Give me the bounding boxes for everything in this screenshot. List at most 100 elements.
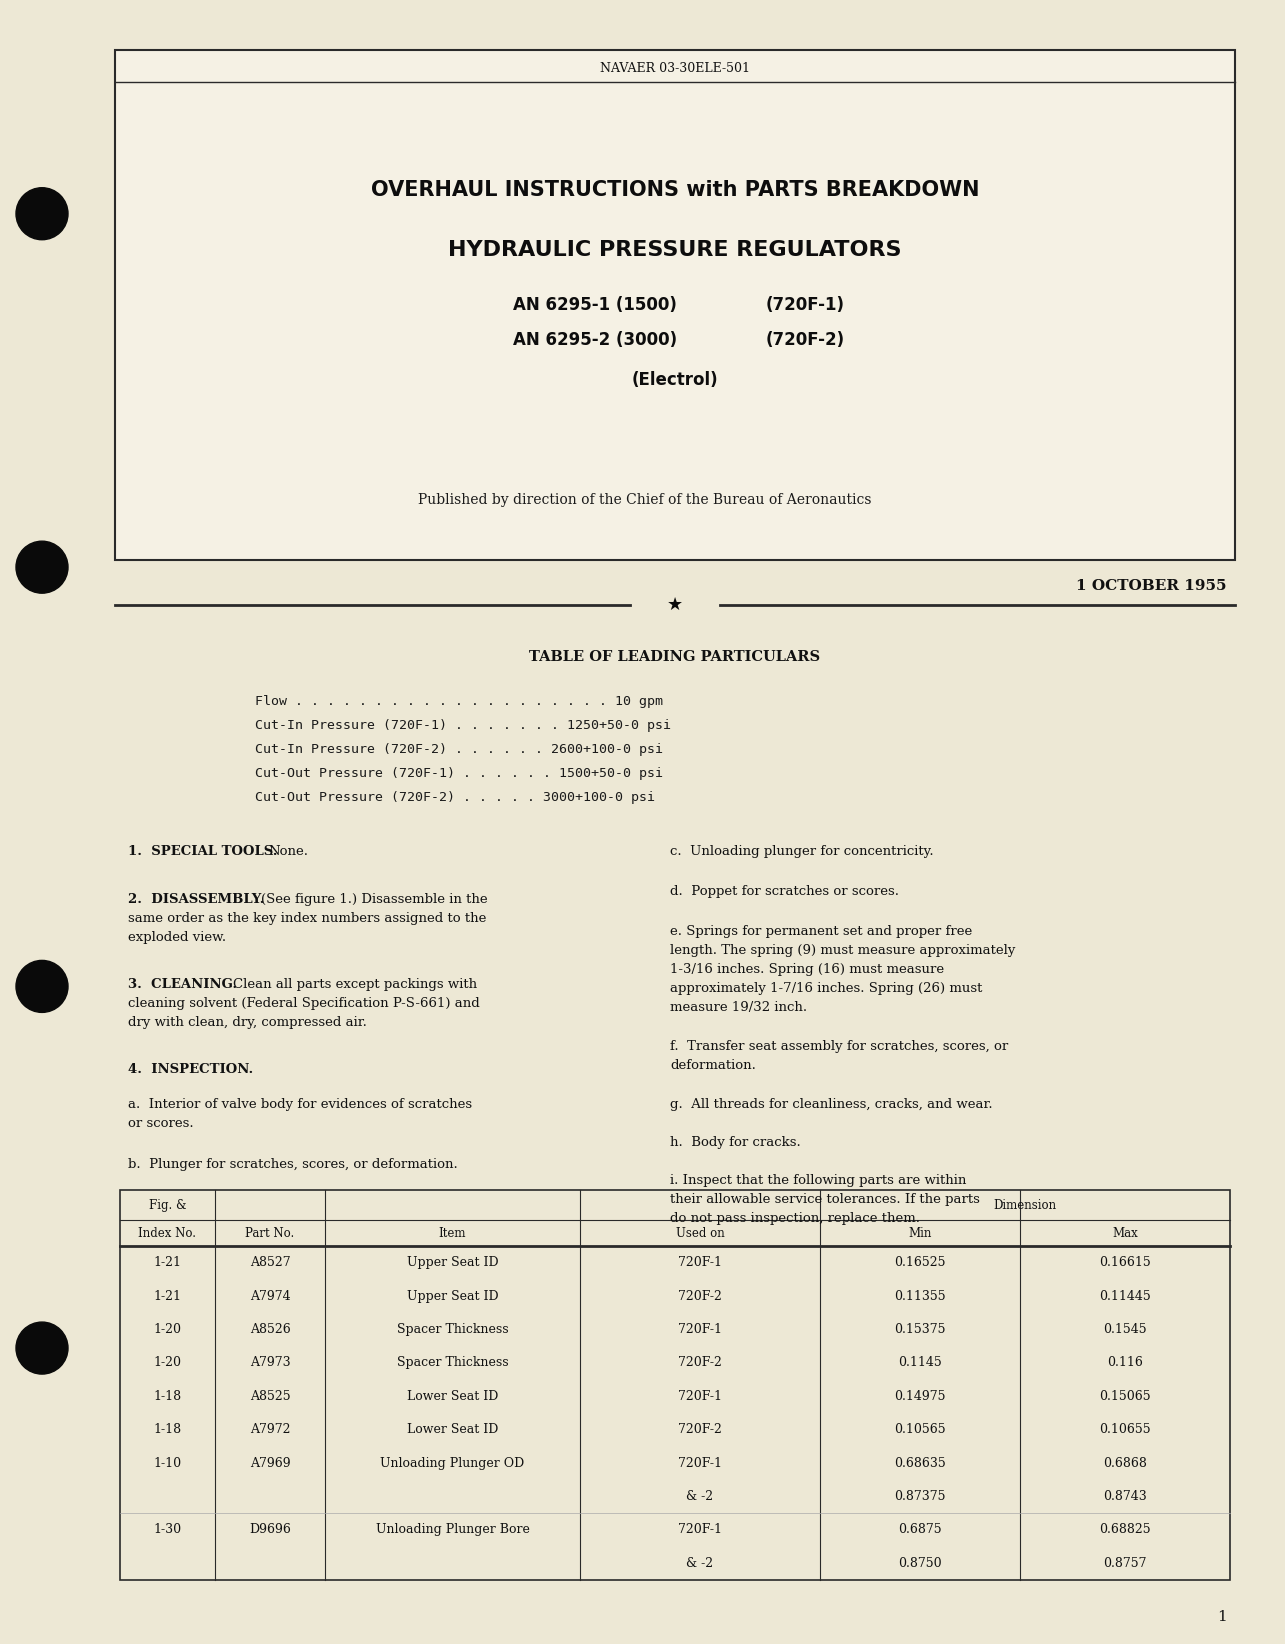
Text: ★: ★ bbox=[667, 597, 684, 613]
Bar bbox=[114, 49, 1235, 561]
Text: e. Springs for permanent set and proper free: e. Springs for permanent set and proper … bbox=[669, 926, 973, 939]
Text: A8526: A8526 bbox=[249, 1323, 290, 1337]
Text: HYDRAULIC PRESSURE REGULATORS: HYDRAULIC PRESSURE REGULATORS bbox=[448, 240, 902, 260]
Text: 720F-1: 720F-1 bbox=[678, 1256, 722, 1269]
Text: Cut-Out Pressure (720F-1) . . . . . . 1500+50-0 psi: Cut-Out Pressure (720F-1) . . . . . . 15… bbox=[254, 768, 663, 779]
Text: A8527: A8527 bbox=[249, 1256, 290, 1269]
Text: 4.  INSPECTION.: 4. INSPECTION. bbox=[128, 1064, 253, 1077]
Text: 1-20: 1-20 bbox=[153, 1356, 181, 1369]
Text: b.  Plunger for scratches, scores, or deformation.: b. Plunger for scratches, scores, or def… bbox=[128, 1157, 457, 1171]
Circle shape bbox=[15, 187, 68, 240]
Text: OVERHAUL INSTRUCTIONS with PARTS BREAKDOWN: OVERHAUL INSTRUCTIONS with PARTS BREAKDO… bbox=[371, 179, 979, 201]
Text: 0.8750: 0.8750 bbox=[898, 1557, 942, 1570]
Text: Upper Seat ID: Upper Seat ID bbox=[406, 1289, 499, 1302]
Text: 2.  DISASSEMBLY.: 2. DISASSEMBLY. bbox=[128, 893, 265, 906]
Text: dry with clean, dry, compressed air.: dry with clean, dry, compressed air. bbox=[128, 1016, 368, 1029]
Text: (720F-2): (720F-2) bbox=[766, 330, 844, 349]
Text: c.  Unloading plunger for concentricity.: c. Unloading plunger for concentricity. bbox=[669, 845, 934, 858]
Text: 3.  CLEANING.: 3. CLEANING. bbox=[128, 978, 238, 991]
Text: g.  All threads for cleanliness, cracks, and wear.: g. All threads for cleanliness, cracks, … bbox=[669, 1098, 992, 1111]
Text: 1-18: 1-18 bbox=[153, 1424, 181, 1437]
Text: 1 OCTOBER 1955: 1 OCTOBER 1955 bbox=[1077, 579, 1227, 593]
Text: Cut-In Pressure (720F-2) . . . . . . 2600+100-0 psi: Cut-In Pressure (720F-2) . . . . . . 260… bbox=[254, 743, 663, 756]
Text: 0.16525: 0.16525 bbox=[894, 1256, 946, 1269]
Text: 0.11445: 0.11445 bbox=[1099, 1289, 1151, 1302]
Text: A7969: A7969 bbox=[249, 1457, 290, 1470]
Text: Spacer Thickness: Spacer Thickness bbox=[397, 1323, 509, 1337]
Text: A8525: A8525 bbox=[249, 1389, 290, 1402]
Text: measure 19/32 inch.: measure 19/32 inch. bbox=[669, 1001, 807, 1014]
Text: Clean all parts except packings with: Clean all parts except packings with bbox=[233, 978, 477, 991]
Text: A7974: A7974 bbox=[249, 1289, 290, 1302]
Text: D9696: D9696 bbox=[249, 1524, 290, 1537]
Text: 0.11355: 0.11355 bbox=[894, 1289, 946, 1302]
Text: Dimension: Dimension bbox=[993, 1198, 1056, 1212]
Text: d.  Poppet for scratches or scores.: d. Poppet for scratches or scores. bbox=[669, 884, 900, 898]
Text: a.  Interior of valve body for evidences of scratches: a. Interior of valve body for evidences … bbox=[128, 1098, 472, 1111]
Text: 0.6868: 0.6868 bbox=[1103, 1457, 1148, 1470]
Text: NAVAER 03-30ELE-501: NAVAER 03-30ELE-501 bbox=[600, 61, 750, 74]
Text: 0.10565: 0.10565 bbox=[894, 1424, 946, 1437]
Text: 0.8743: 0.8743 bbox=[1103, 1489, 1148, 1503]
Text: 1-3/16 inches. Spring (16) must measure: 1-3/16 inches. Spring (16) must measure bbox=[669, 963, 944, 977]
Text: 0.68635: 0.68635 bbox=[894, 1457, 946, 1470]
Text: or scores.: or scores. bbox=[128, 1116, 194, 1129]
Text: Unloading Plunger Bore: Unloading Plunger Bore bbox=[375, 1524, 529, 1537]
Circle shape bbox=[15, 1322, 68, 1374]
Text: 720F-2: 720F-2 bbox=[678, 1424, 722, 1437]
Text: their allowable service tolerances. If the parts: their allowable service tolerances. If t… bbox=[669, 1194, 980, 1207]
Text: f.  Transfer seat assembly for scratches, scores, or: f. Transfer seat assembly for scratches,… bbox=[669, 1041, 1009, 1054]
Text: 1-21: 1-21 bbox=[153, 1289, 181, 1302]
Text: exploded view.: exploded view. bbox=[128, 931, 226, 944]
Text: 0.1145: 0.1145 bbox=[898, 1356, 942, 1369]
Text: Lower Seat ID: Lower Seat ID bbox=[407, 1424, 499, 1437]
Text: 1: 1 bbox=[1217, 1609, 1227, 1624]
Text: 0.14975: 0.14975 bbox=[894, 1389, 946, 1402]
Text: i. Inspect that the following parts are within: i. Inspect that the following parts are … bbox=[669, 1174, 966, 1187]
Text: 1-18: 1-18 bbox=[153, 1389, 181, 1402]
Text: Published by direction of the Chief of the Bureau of Aeronautics: Published by direction of the Chief of t… bbox=[418, 493, 871, 506]
Text: Flow . . . . . . . . . . . . . . . . . . . . 10 gpm: Flow . . . . . . . . . . . . . . . . . .… bbox=[254, 695, 663, 709]
Text: 0.10655: 0.10655 bbox=[1099, 1424, 1151, 1437]
Text: 0.6875: 0.6875 bbox=[898, 1524, 942, 1537]
Text: TABLE OF LEADING PARTICULARS: TABLE OF LEADING PARTICULARS bbox=[529, 649, 821, 664]
Text: h.  Body for cracks.: h. Body for cracks. bbox=[669, 1136, 801, 1149]
Text: 0.16615: 0.16615 bbox=[1099, 1256, 1151, 1269]
Text: length. The spring (9) must measure approximately: length. The spring (9) must measure appr… bbox=[669, 944, 1015, 957]
Text: Cut-In Pressure (720F-1) . . . . . . . 1250+50-0 psi: Cut-In Pressure (720F-1) . . . . . . . 1… bbox=[254, 718, 671, 732]
Text: 720F-2: 720F-2 bbox=[678, 1356, 722, 1369]
Text: cleaning solvent (Federal Specification P-S-661) and: cleaning solvent (Federal Specification … bbox=[128, 996, 479, 1009]
Circle shape bbox=[15, 960, 68, 1013]
Text: Upper Seat ID: Upper Seat ID bbox=[406, 1256, 499, 1269]
Text: AN 6295-2 (3000): AN 6295-2 (3000) bbox=[513, 330, 677, 349]
Text: 0.15065: 0.15065 bbox=[1099, 1389, 1151, 1402]
Text: 0.87375: 0.87375 bbox=[894, 1489, 946, 1503]
Text: Cut-Out Pressure (720F-2) . . . . . 3000+100-0 psi: Cut-Out Pressure (720F-2) . . . . . 3000… bbox=[254, 791, 655, 804]
Text: Item: Item bbox=[438, 1226, 466, 1240]
Text: 0.68825: 0.68825 bbox=[1099, 1524, 1151, 1537]
Text: A7972: A7972 bbox=[249, 1424, 290, 1437]
Text: 1-10: 1-10 bbox=[153, 1457, 181, 1470]
Text: 0.8757: 0.8757 bbox=[1104, 1557, 1146, 1570]
Text: 720F-1: 720F-1 bbox=[678, 1524, 722, 1537]
Text: A7973: A7973 bbox=[249, 1356, 290, 1369]
Text: same order as the key index numbers assigned to the: same order as the key index numbers assi… bbox=[128, 912, 487, 926]
Text: Max: Max bbox=[1112, 1226, 1139, 1240]
Text: 0.15375: 0.15375 bbox=[894, 1323, 946, 1337]
Text: approximately 1-7/16 inches. Spring (26) must: approximately 1-7/16 inches. Spring (26)… bbox=[669, 981, 982, 995]
Text: 720F-1: 720F-1 bbox=[678, 1389, 722, 1402]
Text: 0.116: 0.116 bbox=[1108, 1356, 1142, 1369]
Text: Used on: Used on bbox=[676, 1226, 725, 1240]
Text: 1-20: 1-20 bbox=[153, 1323, 181, 1337]
Text: (Electrol): (Electrol) bbox=[632, 372, 718, 390]
Text: 1-21: 1-21 bbox=[153, 1256, 181, 1269]
Text: (See figure 1.) Disassemble in the: (See figure 1.) Disassemble in the bbox=[261, 893, 487, 906]
Text: Part No.: Part No. bbox=[245, 1226, 294, 1240]
Text: & -2: & -2 bbox=[686, 1557, 713, 1570]
Text: 0.1545: 0.1545 bbox=[1104, 1323, 1146, 1337]
Bar bbox=[120, 1190, 1230, 1580]
Text: do not pass inspection, replace them.: do not pass inspection, replace them. bbox=[669, 1212, 920, 1225]
Text: Min: Min bbox=[908, 1226, 932, 1240]
Text: 1.  SPECIAL TOOLS.: 1. SPECIAL TOOLS. bbox=[128, 845, 278, 858]
Text: Unloading Plunger OD: Unloading Plunger OD bbox=[380, 1457, 524, 1470]
